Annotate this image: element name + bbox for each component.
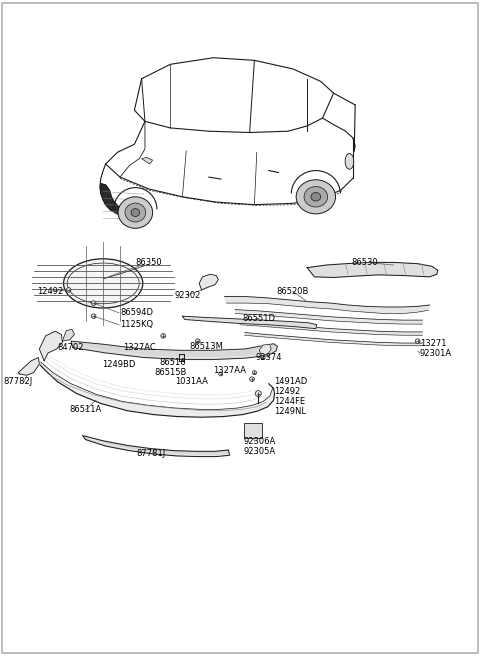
Ellipse shape [250,377,254,381]
Text: 1327AC: 1327AC [123,343,156,352]
Ellipse shape [345,154,354,169]
Polygon shape [62,329,74,341]
Text: 86551D: 86551D [243,314,276,323]
Text: 92306A: 92306A [243,437,276,446]
Ellipse shape [131,209,140,216]
Ellipse shape [304,186,328,207]
Text: 86594D: 86594D [120,308,153,318]
Text: 92374: 92374 [255,353,282,362]
Polygon shape [101,184,144,223]
Text: 1125KQ: 1125KQ [120,320,153,329]
Polygon shape [199,274,218,290]
Ellipse shape [296,180,336,214]
Text: 1249BD: 1249BD [102,359,136,369]
Text: 1031AA: 1031AA [175,377,207,386]
Text: 84702: 84702 [58,343,84,352]
Text: 87781J: 87781J [137,449,166,459]
Ellipse shape [66,287,71,292]
Ellipse shape [118,197,153,228]
Text: 86516: 86516 [159,358,186,367]
Ellipse shape [125,203,146,222]
Text: 86515B: 86515B [154,368,187,377]
Polygon shape [225,297,430,314]
Polygon shape [240,321,422,335]
Polygon shape [182,316,317,329]
Ellipse shape [91,300,96,306]
Polygon shape [71,341,277,359]
Ellipse shape [311,193,321,201]
Ellipse shape [261,356,265,359]
Polygon shape [36,361,275,417]
Polygon shape [39,331,62,361]
Ellipse shape [252,371,256,375]
Text: 1327AA: 1327AA [213,366,246,375]
Text: 86530: 86530 [351,258,378,267]
Polygon shape [307,262,438,277]
Polygon shape [83,436,229,457]
Text: 87782J: 87782J [4,377,33,386]
Text: 86520B: 86520B [276,287,309,296]
Polygon shape [18,358,39,375]
Ellipse shape [219,372,223,376]
Polygon shape [259,344,271,356]
Ellipse shape [91,314,96,318]
Text: 12492: 12492 [37,287,63,296]
Polygon shape [245,333,422,346]
Text: 1491AD: 1491AD [274,377,307,386]
Text: 1249NL: 1249NL [274,407,306,416]
Text: 92301A: 92301A [420,349,452,358]
Text: 12492: 12492 [274,387,300,396]
Ellipse shape [195,338,200,344]
Ellipse shape [255,390,261,396]
Polygon shape [235,310,422,324]
Polygon shape [142,157,153,164]
Bar [244,423,262,438]
Text: 86513M: 86513M [190,342,223,351]
Text: 86350: 86350 [135,258,162,267]
Text: 86511A: 86511A [69,405,102,415]
Text: 1244FE: 1244FE [274,397,305,406]
Text: 92305A: 92305A [243,447,275,456]
Text: 13271: 13271 [420,338,446,348]
Ellipse shape [415,338,420,344]
Text: 92302: 92302 [174,291,200,300]
Ellipse shape [161,333,166,338]
Ellipse shape [63,259,143,308]
